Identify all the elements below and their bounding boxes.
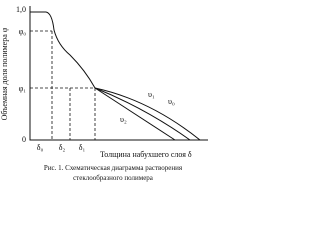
y-tick: φ₀ — [19, 27, 27, 36]
curve-v1 — [94, 87, 201, 141]
y-label: Объемная доля полимера φ — [0, 27, 9, 120]
x-tick: δ₀ — [37, 143, 44, 152]
x-tick: δ₁ — [79, 143, 86, 152]
curve-v0 — [94, 87, 191, 141]
x-label: Толщина набухшего слоя δ — [100, 150, 192, 159]
caption: стеклообразного полимера — [73, 174, 154, 182]
y-tick: 0 — [22, 135, 26, 144]
y-tick: φ₁ — [19, 84, 27, 93]
x-tick: δ₂ — [59, 143, 66, 152]
guide-upper — [30, 30, 53, 140]
y-tick: 1,0 — [16, 5, 26, 14]
axes — [29, 6, 208, 141]
figure: Объемная доля полимера φ 1,0 φ₀ φ₁ 0 δ₀ … — [0, 5, 208, 182]
guide-lower — [30, 87, 96, 140]
curve-label: υ₁ — [148, 90, 155, 99]
curve-label: υ₀ — [168, 97, 175, 106]
curve-main — [30, 11, 96, 89]
curve-v2 — [94, 87, 176, 141]
caption: Рис. 1. Схематическая диаграмма растворе… — [44, 164, 183, 172]
curve-label: υ₂ — [120, 115, 127, 124]
